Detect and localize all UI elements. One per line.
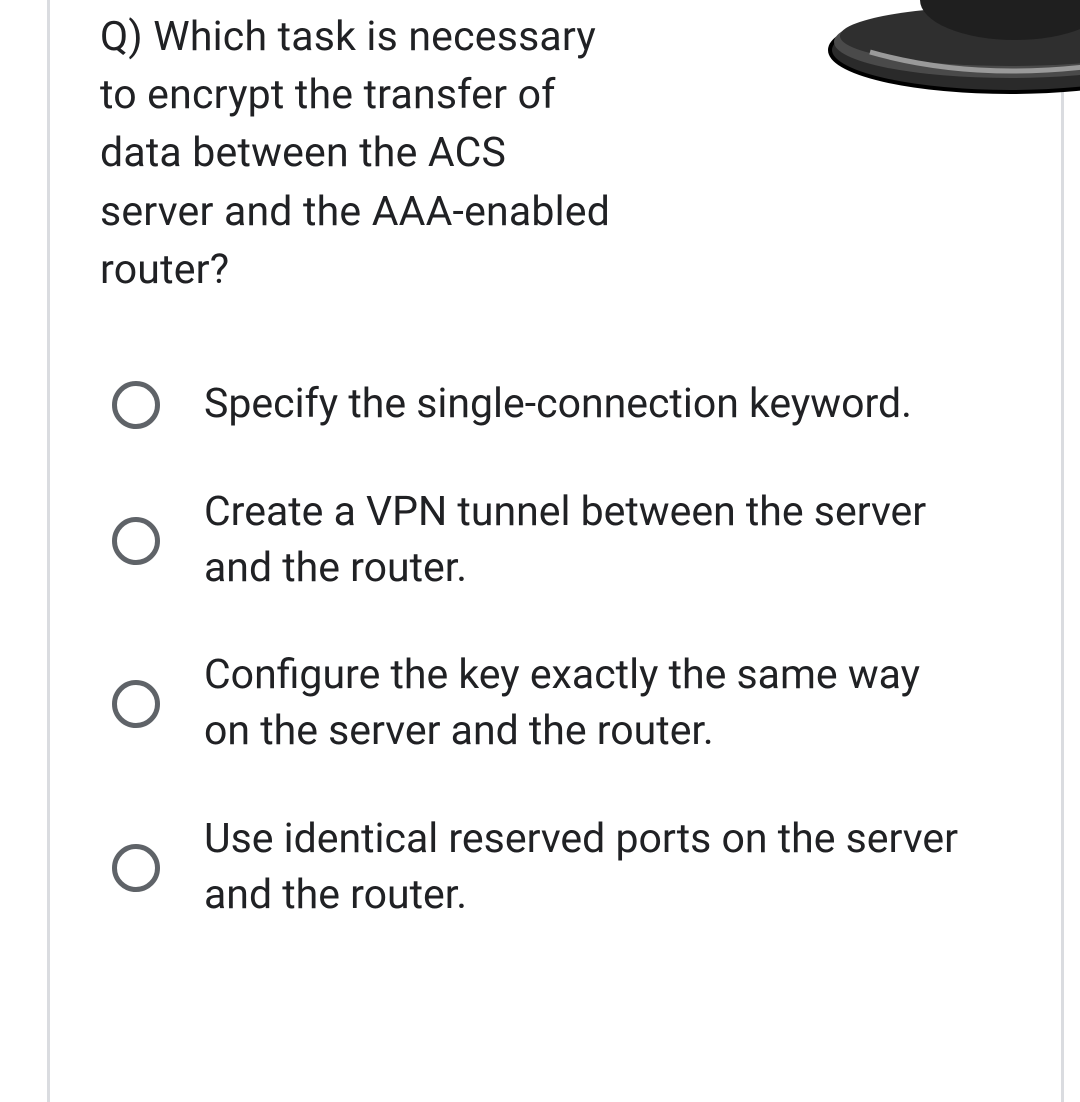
option-label: Create a VPN tunnel between the server a…: [204, 485, 974, 597]
options-group: Specify the single-connection keyword. C…: [100, 377, 1020, 923]
option-label: Specify the single-connection keyword.: [204, 377, 912, 433]
option-row-1[interactable]: Create a VPN tunnel between the server a…: [112, 485, 1020, 597]
option-row-3[interactable]: Use identical reserved ports on the serv…: [112, 812, 1020, 924]
option-label: Configure the key exactly the same way o…: [204, 648, 974, 760]
radio-icon[interactable]: [112, 517, 160, 565]
option-label: Use identical reserved ports on the serv…: [204, 812, 974, 924]
radio-icon[interactable]: [112, 381, 160, 429]
card-left-border: [47, 0, 50, 1102]
option-row-2[interactable]: Configure the key exactly the same way o…: [112, 648, 1020, 760]
option-row-0[interactable]: Specify the single-connection keyword.: [112, 377, 1020, 433]
radio-icon[interactable]: [112, 844, 160, 892]
question-text: Q) Which task is necessary to encrypt th…: [100, 8, 620, 299]
card-right-border: [1061, 70, 1064, 1102]
question-card: Q) Which task is necessary to encrypt th…: [100, 8, 1020, 923]
radio-icon[interactable]: [112, 680, 160, 728]
